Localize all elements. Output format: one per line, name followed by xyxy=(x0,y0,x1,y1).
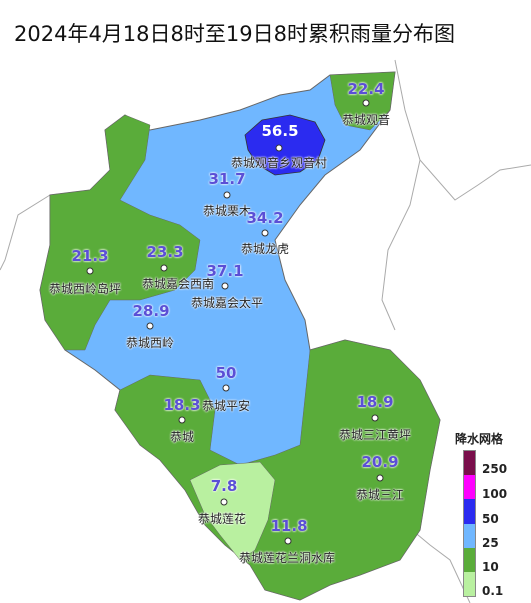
legend-swatch xyxy=(464,571,475,597)
station-name: 恭城栗木 xyxy=(202,204,252,218)
legend-swatch xyxy=(464,499,475,524)
station-marker[interactable] xyxy=(376,474,384,482)
station-marker[interactable] xyxy=(284,537,292,545)
station-marker[interactable] xyxy=(222,384,230,392)
station-name: 恭城嘉会西南 xyxy=(141,277,215,291)
zone-10-25-west xyxy=(39,114,201,351)
legend-swatch xyxy=(464,547,475,572)
station-marker[interactable] xyxy=(275,144,283,152)
station-name: 恭城观音乡观音村 xyxy=(230,156,328,170)
station-value: 11.8 xyxy=(270,517,308,535)
legend-label: 10 xyxy=(482,560,499,574)
station-marker[interactable] xyxy=(362,99,370,107)
station-value: 18.9 xyxy=(356,393,394,411)
zone-0-10 xyxy=(189,461,276,561)
station-name: 恭城莲花 xyxy=(197,512,247,526)
station-name: 恭城嘉会太平 xyxy=(190,296,264,310)
station-value: 7.8 xyxy=(210,477,238,495)
legend-label: 100 xyxy=(482,487,508,501)
map-title: 2024年4月18日8时至19日8时累积雨量分布图 xyxy=(14,22,455,46)
station-marker[interactable] xyxy=(146,322,154,330)
station-marker[interactable] xyxy=(371,414,379,422)
legend-swatch xyxy=(464,475,475,500)
station-name: 恭城西岭岛坪 xyxy=(48,282,122,296)
station-name: 恭城三江黄坪 xyxy=(338,428,412,442)
legend-colorbar xyxy=(463,450,476,597)
station-value: 18.3 xyxy=(163,396,201,414)
station-value: 22.4 xyxy=(347,80,385,98)
station-name: 恭城平安 xyxy=(201,399,251,413)
station-marker[interactable] xyxy=(223,191,231,199)
station-marker[interactable] xyxy=(160,264,168,272)
station-value: 20.9 xyxy=(361,453,399,471)
station-marker[interactable] xyxy=(86,267,94,275)
station-name: 恭城三江 xyxy=(355,488,405,502)
station-value: 37.1 xyxy=(206,262,244,280)
station-value: 56.5 xyxy=(261,122,299,140)
legend-label: 50 xyxy=(482,512,499,526)
legend-title: 降水网格 xyxy=(455,432,504,446)
station-marker[interactable] xyxy=(178,416,186,424)
station-name: 恭城 xyxy=(169,430,195,444)
station-name: 恭城观音 xyxy=(341,113,391,127)
station-marker[interactable] xyxy=(221,282,229,290)
zone-10-25-south xyxy=(114,339,441,601)
station-value: 31.7 xyxy=(208,170,246,188)
station-value: 21.3 xyxy=(71,247,109,265)
station-marker[interactable] xyxy=(220,498,228,506)
station-value: 28.9 xyxy=(132,302,170,320)
station-value: 50 xyxy=(215,364,237,382)
zone-50-100 xyxy=(244,114,326,176)
legend-label: 25 xyxy=(482,536,499,550)
legend-label: 250 xyxy=(482,462,508,476)
station-value: 23.3 xyxy=(146,243,184,261)
legend-swatch xyxy=(464,451,475,476)
legend-swatch xyxy=(464,523,475,548)
station-name: 恭城西岭 xyxy=(125,336,175,350)
station-marker[interactable] xyxy=(261,229,269,237)
station-name: 恭城龙虎 xyxy=(240,242,290,256)
legend-label: 0.1 xyxy=(482,584,504,598)
station-value: 34.2 xyxy=(246,209,284,227)
station-name: 恭城莲花兰洞水库 xyxy=(238,551,336,565)
